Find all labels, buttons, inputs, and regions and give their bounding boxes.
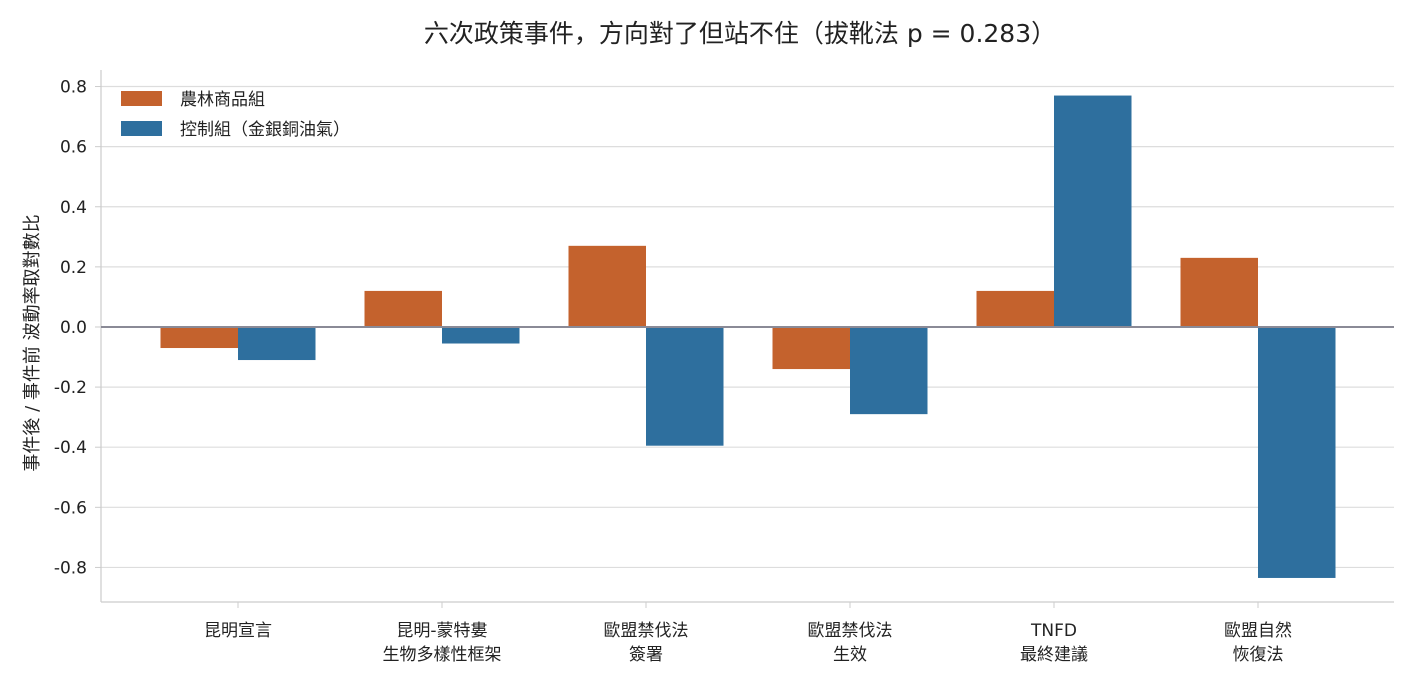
bar-agri bbox=[1180, 257, 1258, 327]
y-tick-label: 0.8 bbox=[60, 78, 87, 98]
x-tick-label: 最終建議 bbox=[1020, 645, 1088, 665]
y-tick-label: -0.6 bbox=[54, 498, 87, 518]
x-tick-label: TNFD bbox=[1030, 621, 1077, 641]
x-tick-label: 昆明-蒙特婁 bbox=[396, 621, 487, 641]
bar-control bbox=[238, 326, 316, 361]
y-tick-label: 0.6 bbox=[60, 138, 87, 158]
bar-control bbox=[646, 326, 724, 446]
x-tick-label: 生效 bbox=[833, 645, 867, 665]
bar-control bbox=[1054, 95, 1132, 327]
y-tick-label: -0.4 bbox=[54, 438, 87, 458]
x-tick-label: 昆明宣言 bbox=[204, 621, 272, 641]
x-tick-label: 歐盟禁伐法 bbox=[604, 621, 689, 641]
bar-agri bbox=[364, 290, 442, 327]
legend-swatch bbox=[121, 121, 162, 136]
bar-control bbox=[1258, 326, 1336, 578]
y-tick-labels: 0.8 0.6 0.4 0.2 0.0 -0.2 -0.4 -0.6 -0.8 bbox=[54, 78, 101, 578]
bar-control bbox=[442, 326, 520, 344]
y-tick-label: -0.8 bbox=[54, 558, 87, 578]
y-tick-label: -0.2 bbox=[54, 378, 87, 398]
y-tick-label: 0.4 bbox=[60, 198, 87, 218]
bar-control bbox=[850, 326, 928, 415]
y-axis-label: 事件後 / 事件前 波動率取對數比 bbox=[22, 214, 43, 471]
bar-agri bbox=[976, 290, 1054, 327]
axes bbox=[100, 70, 1394, 603]
bars bbox=[160, 95, 1336, 578]
legend-label: 控制組（金銀銅油氣） bbox=[180, 120, 350, 140]
x-tick-label: 歐盟自然 bbox=[1224, 621, 1292, 641]
chart-title: 六次政策事件，方向對了但站不住（拔靴法 p = 0.283） bbox=[424, 19, 1056, 48]
legend-label: 農林商品組 bbox=[180, 90, 265, 110]
bar-agri bbox=[772, 326, 850, 370]
bar-agri bbox=[160, 326, 238, 349]
legend-swatch bbox=[121, 91, 162, 106]
x-tick-label: 簽署 bbox=[629, 645, 663, 665]
x-tick-label: 恢復法 bbox=[1233, 645, 1284, 665]
bar-agri bbox=[568, 245, 646, 327]
x-tick-label: 生物多樣性框架 bbox=[383, 645, 502, 665]
y-tick-label: 0.2 bbox=[60, 258, 87, 278]
y-tick-label: 0.0 bbox=[60, 318, 87, 338]
x-tick-label: 歐盟禁伐法 bbox=[808, 621, 893, 641]
